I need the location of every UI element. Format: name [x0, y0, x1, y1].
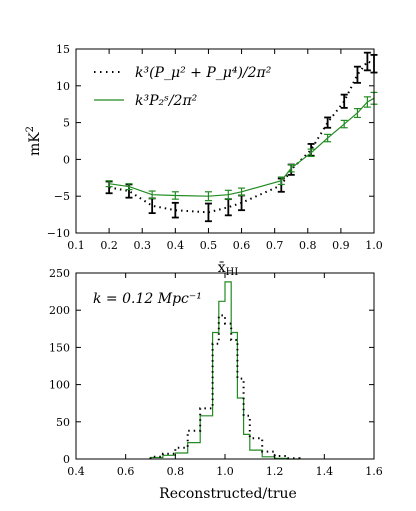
top-y-tick-label: 0 [63, 153, 70, 166]
top-x-axis-label: x̄HI [218, 260, 239, 278]
error-bar [324, 133, 332, 143]
bottom-x-tick-label: 1.2 [266, 465, 284, 478]
bottom-y-ticks: 0 50 100 150 200 250 [49, 267, 374, 466]
top-x-tick-label: 0.6 [233, 239, 251, 252]
error-bar [324, 116, 332, 129]
legend: k³(P_μ² + P_μ⁴)/2π² k³P₂ˢ/2π² [94, 65, 272, 109]
bottom-x-tick-label: 1.6 [365, 465, 383, 478]
top-x-tick-label: 0.1 [67, 239, 85, 252]
histogram-solid-step [149, 281, 300, 460]
top-x-tick-label: 0.8 [299, 239, 317, 252]
top-y-tick-label: 5 [63, 117, 70, 130]
bottom-x-tick-label: 0.4 [67, 465, 85, 478]
error-bar [363, 96, 371, 108]
top-y-axis-label: mK2 [25, 126, 43, 156]
series-p2s-line [109, 97, 375, 197]
top-x-tick-label: 0.9 [332, 239, 350, 252]
error-bar [287, 163, 295, 173]
error-bar [363, 51, 371, 72]
error-bar [238, 187, 246, 197]
bottom-x-ticks: 0.4 0.6 0.8 1.0 1.2 1.4 1.6 [67, 273, 383, 478]
bottom-y-tick-label: 100 [49, 379, 70, 392]
error-bar [171, 191, 179, 200]
top-x-tick-label: 0.5 [200, 239, 218, 252]
error-bar [340, 119, 348, 129]
top-y-tick-label: 15 [56, 43, 70, 56]
bottom-x-tick-label: 1.4 [316, 465, 334, 478]
top-x-tick-label: 0.3 [133, 239, 151, 252]
bottom-x-tick-label: 0.6 [117, 465, 135, 478]
histogram-dotted-step [149, 314, 301, 460]
top-y-ticks: −10 −5 0 5 10 15 [47, 43, 374, 240]
top-x-tick-label: 0.7 [266, 239, 284, 252]
bottom-x-axis-label: Reconstructed/true [159, 486, 297, 502]
error-bar [125, 183, 133, 191]
bottom-panel: 0.4 0.6 0.8 1.0 1.2 1.4 1.6 0 50 100 150 200 250 k … [49, 267, 383, 502]
bottom-x-tick-label: 1.0 [216, 465, 234, 478]
top-y-tick-label: 10 [56, 80, 70, 93]
legend-label-mu-sum: k³(P_μ² + P_μ⁴)/2π² [135, 65, 272, 81]
bottom-y-tick-label: 50 [56, 416, 70, 429]
error-bar [353, 108, 361, 119]
top-y-tick-label: −5 [54, 190, 70, 203]
error-bar [204, 202, 212, 223]
error-bar [148, 190, 156, 200]
top-y-tick-label: −10 [47, 227, 70, 240]
bottom-plot-area [149, 281, 301, 460]
error-bar [105, 180, 113, 188]
top-panel: 0.1 0.2 0.3 0.4 0.5 0.6 0.7 0.8 0.9 1.0 −10 −5 0 5 10… [25, 43, 383, 278]
bottom-y-tick-label: 200 [49, 304, 70, 317]
legend-label-p2s: k³P₂ˢ/2π² [135, 93, 198, 109]
error-bar [224, 189, 232, 200]
bottom-x-tick-label: 0.8 [167, 465, 185, 478]
bottom-y-tick-label: 150 [49, 341, 70, 354]
top-x-tick-label: 0.4 [167, 239, 185, 252]
error-bar [307, 148, 315, 158]
error-bar [277, 176, 285, 186]
top-axes-frame [75, 48, 375, 234]
error-bar [171, 201, 179, 219]
error-bar [340, 93, 348, 109]
top-x-ticks: 0.1 0.2 0.3 0.4 0.5 0.6 0.7 0.8 0.9 1.0 [67, 49, 383, 252]
top-x-tick-label: 0.2 [100, 239, 118, 252]
top-x-tick-label: 1.0 [365, 239, 383, 252]
bottom-y-tick-label: 250 [49, 267, 70, 280]
bottom-y-tick-label: 0 [63, 453, 70, 466]
top-plot-area [105, 51, 378, 223]
error-bar [238, 194, 246, 212]
bottom-annotation: k = 0.12 Mpc⁻¹ [93, 291, 202, 307]
error-bar [353, 65, 361, 84]
error-bar [204, 191, 212, 202]
